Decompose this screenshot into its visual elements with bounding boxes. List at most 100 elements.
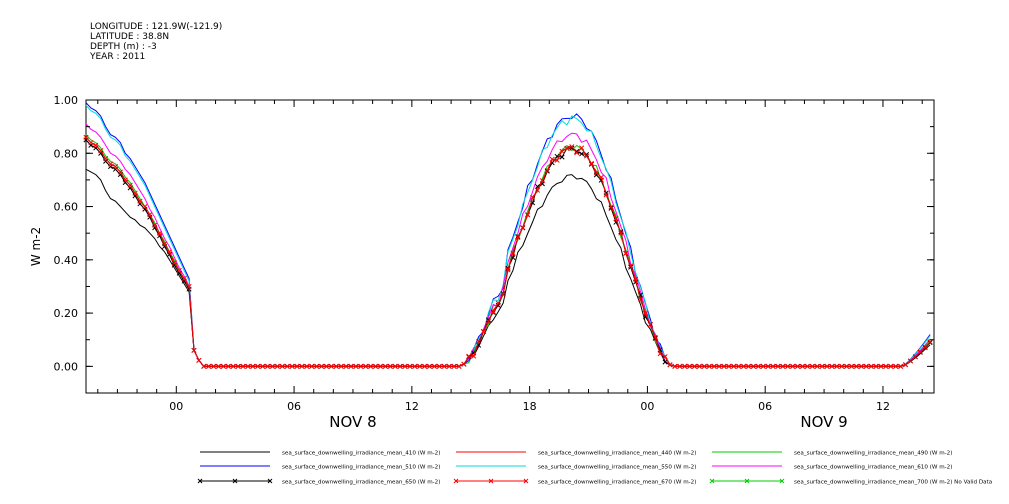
series-8-marker <box>461 361 467 367</box>
series-8-marker <box>515 234 521 240</box>
series-8-marker <box>309 363 315 369</box>
series-8-marker <box>628 263 634 269</box>
series-8-marker <box>809 363 815 369</box>
series-8-marker <box>284 363 290 369</box>
legend-marker <box>709 478 715 484</box>
series-8-marker <box>554 157 560 163</box>
series-8-marker <box>799 363 806 369</box>
series-8-marker <box>456 363 462 369</box>
series-8-marker <box>922 344 928 350</box>
series-8-marker <box>93 142 99 148</box>
latitude-label: LATITUDE : 38.8N <box>90 32 170 42</box>
x-tick-label: 06 <box>287 400 301 413</box>
series-8-marker <box>888 363 894 369</box>
legend-label: sea_surface_downwelling_irradiance_mean_… <box>282 451 440 457</box>
series-8-marker <box>431 363 437 369</box>
series-8-marker <box>863 363 869 369</box>
series-8-marker <box>613 216 619 222</box>
series-7-marker <box>579 151 585 157</box>
series-7-marker <box>662 359 668 365</box>
series-8-marker <box>235 363 241 369</box>
series-8-marker <box>181 275 187 282</box>
series-8-marker <box>520 224 526 231</box>
series-8-marker <box>579 145 585 151</box>
series-8-marker <box>750 363 756 369</box>
series-8-marker <box>618 230 624 236</box>
series-8-marker <box>819 363 825 369</box>
series-8-marker <box>245 363 251 369</box>
series-8-marker <box>211 363 217 369</box>
series-8-marker <box>682 363 688 369</box>
series-8-marker <box>353 363 359 369</box>
series-8-marker <box>171 259 177 266</box>
series-8-marker <box>368 363 374 369</box>
series-8-marker <box>795 363 801 369</box>
series-8-marker <box>83 134 89 140</box>
series-8-marker <box>701 363 707 369</box>
legend: sea_surface_downwelling_irradiance_mean_… <box>197 451 992 486</box>
series-8-marker <box>255 363 261 369</box>
series-8-marker <box>186 283 192 290</box>
series-line-5 <box>85 104 931 367</box>
series-8-marker <box>490 309 496 315</box>
legend-marker <box>744 478 750 484</box>
series-8-marker <box>132 190 138 196</box>
series-7-marker <box>559 154 565 160</box>
series-8-marker <box>780 363 786 369</box>
series-8-marker <box>147 211 153 218</box>
series-8-marker <box>215 363 222 369</box>
series-8-marker <box>480 329 487 335</box>
series-8-marker <box>157 230 163 236</box>
series-8-marker <box>741 363 747 369</box>
series-line-6 <box>85 123 931 367</box>
series-8-marker <box>662 354 668 360</box>
series-8-marker <box>319 363 325 369</box>
series-8-marker <box>142 203 148 210</box>
series-8-marker <box>574 150 580 156</box>
series-8-marker <box>382 363 388 369</box>
series-8-marker <box>544 167 550 173</box>
x-tick-label: 12 <box>876 400 890 413</box>
series-8-marker <box>824 363 830 369</box>
series-8-marker <box>206 363 212 369</box>
chart-header: LONGITUDE : 121.9W(-121.9) LATITUDE : 38… <box>90 22 222 62</box>
legend-label: sea_surface_downwelling_irradiance_mean_… <box>538 451 696 457</box>
series-8-marker <box>829 363 835 369</box>
series-8-marker <box>584 153 590 159</box>
series-8-marker <box>804 363 810 369</box>
series-8-marker <box>358 363 364 369</box>
series-8-marker <box>441 363 447 369</box>
series-8-marker <box>858 363 864 369</box>
series-8-marker <box>775 363 781 369</box>
legend-marker <box>197 478 203 484</box>
x-tick-label: 00 <box>640 400 654 413</box>
legend-marker <box>523 478 529 484</box>
series-8-marker <box>333 363 339 369</box>
series-8-marker <box>559 148 565 154</box>
series-8-marker <box>706 363 712 369</box>
series-8-marker <box>377 363 383 369</box>
series-8-marker <box>348 363 354 369</box>
x-date-label: NOV 8 <box>329 413 376 431</box>
y-tick-label: 0.80 <box>54 147 79 160</box>
series-8-marker <box>652 334 658 340</box>
series-8-marker <box>765 363 771 369</box>
series-8-marker <box>510 250 516 256</box>
series-8-marker <box>392 363 398 369</box>
series-8-marker <box>289 363 295 369</box>
series-8-marker <box>328 363 334 369</box>
series-8-marker <box>598 174 604 180</box>
series-8-marker <box>446 363 452 369</box>
legend-marker <box>267 478 273 484</box>
series-8-marker <box>372 363 379 369</box>
series-8-marker <box>294 363 300 369</box>
series-8-marker <box>220 363 226 369</box>
series-8-marker <box>844 363 850 369</box>
series-8-marker <box>471 353 477 359</box>
series-8-marker <box>451 363 457 369</box>
series-8-marker <box>304 363 310 369</box>
series-8-marker <box>103 156 109 162</box>
series-8-marker <box>534 187 541 193</box>
legend-marker <box>488 478 494 484</box>
